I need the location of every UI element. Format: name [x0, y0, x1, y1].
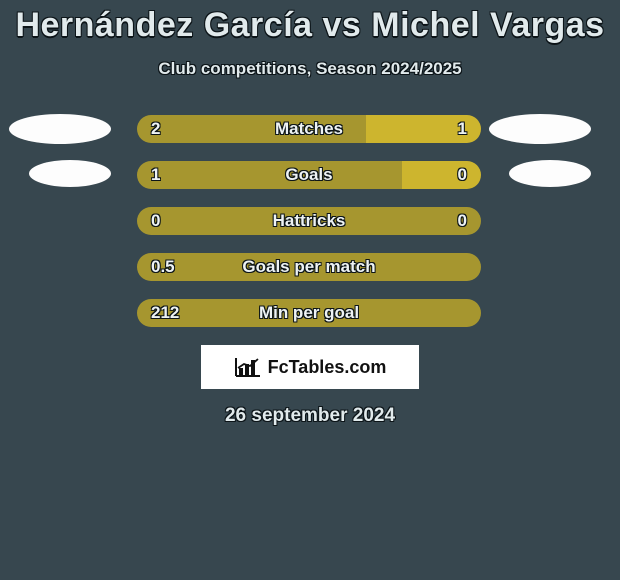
comparison-card: Hernández García vs Michel Vargas Club c… [0, 0, 620, 580]
stat-fill-left [137, 115, 366, 143]
attribution-badge: FcTables.com [201, 345, 419, 389]
stat-track: 0.5Goals per match [137, 253, 481, 281]
chart-icon [234, 356, 262, 378]
stat-track: 21Matches [137, 115, 481, 143]
stat-fill-left [137, 253, 481, 281]
stat-value-right: 1 [458, 115, 467, 143]
stat-value-left: 1 [151, 161, 160, 189]
stat-fill-right [402, 161, 481, 189]
stat-fill-left [137, 161, 402, 189]
stat-rows: 21Matches10Goals00Hattricks0.5Goals per … [0, 115, 620, 327]
flag-placeholder-right [509, 160, 591, 187]
stat-row: 212Min per goal [0, 299, 620, 327]
stat-value-left: 212 [151, 299, 179, 327]
stat-value-left: 0 [151, 207, 160, 235]
page-title: Hernández García vs Michel Vargas [0, 6, 620, 45]
stat-row: 00Hattricks [0, 207, 620, 235]
stat-track: 00Hattricks [137, 207, 481, 235]
stat-value-right: 0 [458, 207, 467, 235]
stat-fill-left [137, 299, 481, 327]
date-text: 26 september 2024 [0, 405, 620, 427]
stat-fill-left [137, 207, 481, 235]
attribution-text: FcTables.com [268, 357, 387, 378]
stat-track: 10Goals [137, 161, 481, 189]
stat-track: 212Min per goal [137, 299, 481, 327]
stat-row: 0.5Goals per match [0, 253, 620, 281]
subtitle: Club competitions, Season 2024/2025 [0, 59, 620, 79]
stat-value-left: 2 [151, 115, 160, 143]
flag-placeholder-left [29, 160, 111, 187]
flag-placeholder-left [9, 114, 111, 144]
stat-value-right: 0 [458, 161, 467, 189]
stat-value-left: 0.5 [151, 253, 175, 281]
flag-placeholder-right [489, 114, 591, 144]
